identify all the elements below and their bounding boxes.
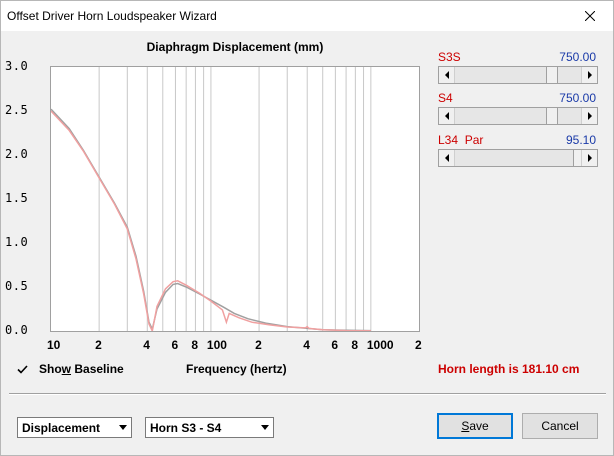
save-label: Save: [461, 419, 488, 433]
show-baseline-label: Show Baseline: [39, 362, 124, 376]
y-tick-label: 2.0: [5, 147, 29, 161]
label-accelerator: w: [61, 362, 72, 376]
x-tick-label: 6: [171, 338, 179, 352]
y-tick-label: 1.0: [5, 235, 29, 249]
scroll-right-button[interactable]: [581, 150, 597, 166]
arrow-left-icon: [444, 71, 449, 79]
arrow-right-icon: [587, 112, 592, 120]
horn-length-text: Horn length is 181.10 cm: [438, 362, 580, 376]
close-icon: [585, 11, 595, 21]
y-tick-label: 1.5: [5, 191, 29, 205]
x-tick-label: 2: [95, 338, 102, 352]
label-part-suffix: Baseline: [71, 362, 124, 376]
slider-track[interactable]: [438, 66, 598, 84]
slider-value: 95.10: [565, 133, 596, 147]
x-tick-label: 8: [351, 338, 359, 352]
x-tick-label: 100: [206, 338, 227, 352]
arrow-right-icon: [587, 154, 592, 162]
window-title: Offset Driver Horn Loudspeaker Wizard: [7, 9, 217, 23]
x-tick-label: 2: [255, 338, 262, 352]
y-tick-label: 0.5: [5, 279, 29, 293]
horn-section-value: Horn S3 - S4: [150, 421, 222, 435]
plot-type-value: Displacement: [22, 421, 101, 435]
slider-value: 750.00: [559, 50, 596, 64]
dropdown-button[interactable]: [256, 418, 273, 437]
x-tick-label: 6: [331, 338, 339, 352]
horn-section-select[interactable]: Horn S3 - S4: [145, 417, 274, 438]
slider-thumb[interactable]: [546, 108, 558, 124]
scroll-left-button[interactable]: [439, 150, 455, 166]
cancel-button[interactable]: Cancel: [522, 413, 598, 439]
plot-type-select[interactable]: Displacement: [17, 417, 132, 438]
scroll-right-button[interactable]: [581, 67, 597, 83]
slider-label: S4: [438, 91, 453, 105]
close-button[interactable]: [567, 1, 613, 31]
chevron-down-icon: [118, 425, 127, 430]
current-series-line: [51, 110, 371, 331]
slider-track[interactable]: [438, 107, 598, 125]
slider-track[interactable]: [438, 149, 598, 167]
label-part-prefix: Sho: [39, 362, 62, 376]
title-bar: Offset Driver Horn Loudspeaker Wizard: [1, 1, 613, 31]
chevron-down-icon: [260, 425, 269, 430]
scroll-right-button[interactable]: [581, 108, 597, 124]
displacement-plot: [50, 66, 420, 332]
scroll-left-button[interactable]: [439, 67, 455, 83]
slider-thumb[interactable]: [546, 67, 558, 83]
plot-canvas: [51, 67, 372, 331]
y-tick-label: 3.0: [5, 59, 29, 73]
slider-label: L34 Par: [438, 133, 484, 147]
save-label-rest: ave: [469, 419, 489, 433]
x-axis-label: Frequency (hertz): [186, 362, 287, 376]
check-icon: [17, 364, 28, 374]
checkbox-box[interactable]: [16, 363, 29, 376]
cancel-label: Cancel: [541, 419, 579, 433]
y-tick-label: 0.0: [5, 323, 29, 337]
dropdown-button[interactable]: [114, 418, 131, 437]
save-button[interactable]: Save: [437, 413, 513, 439]
show-baseline-checkbox[interactable]: Show Baseline: [16, 362, 124, 376]
save-accelerator: S: [461, 419, 470, 433]
slider-label: S3S: [438, 50, 461, 64]
x-tick-label: 4: [143, 338, 150, 352]
separator: [9, 393, 606, 395]
x-tick-label: 2: [415, 338, 422, 352]
y-tick-label: 2.5: [5, 103, 29, 117]
slider-value: 750.00: [559, 91, 596, 105]
x-tick-label: 1000: [366, 338, 394, 352]
x-tick-label: 8: [191, 338, 199, 352]
x-tick-label: 4: [303, 338, 310, 352]
grid-lines: [98, 67, 372, 331]
arrow-right-icon: [587, 71, 592, 79]
x-tick-label: 10: [47, 338, 61, 352]
scroll-left-button[interactable]: [439, 108, 455, 124]
arrow-left-icon: [444, 154, 449, 162]
arrow-left-icon: [444, 112, 449, 120]
chart-title: Diaphragm Displacement (mm): [146, 40, 324, 54]
